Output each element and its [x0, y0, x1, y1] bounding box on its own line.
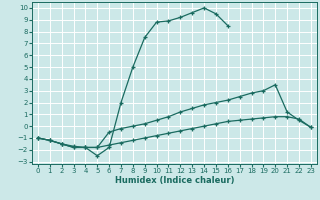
X-axis label: Humidex (Indice chaleur): Humidex (Indice chaleur) [115, 176, 234, 185]
